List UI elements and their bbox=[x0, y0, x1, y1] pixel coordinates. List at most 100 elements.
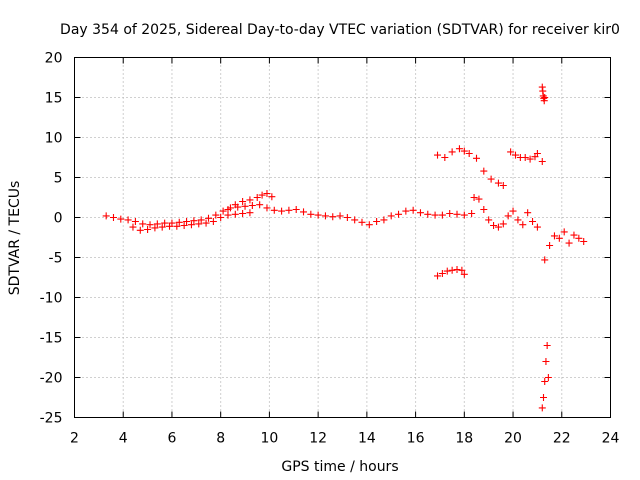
data-point bbox=[465, 150, 473, 157]
data-point bbox=[533, 223, 541, 231]
data-point bbox=[358, 218, 366, 226]
data-point bbox=[542, 358, 550, 365]
data-point bbox=[555, 234, 563, 242]
data-point bbox=[136, 226, 144, 234]
x-tick-label: 6 bbox=[167, 431, 176, 447]
data-point bbox=[538, 404, 546, 412]
data-point bbox=[546, 242, 554, 249]
y-tick-label: -10 bbox=[40, 291, 63, 307]
data-point bbox=[480, 206, 488, 213]
data-point bbox=[560, 228, 568, 236]
data-point bbox=[263, 204, 271, 212]
data-point bbox=[524, 209, 532, 217]
data-point bbox=[521, 154, 529, 161]
chart-title: Day 354 of 2025, Sidereal Day-to-day VTE… bbox=[60, 22, 620, 38]
data-point bbox=[285, 206, 293, 214]
data-point bbox=[441, 154, 449, 161]
data-point bbox=[180, 222, 188, 229]
y-tick-label: -5 bbox=[49, 251, 63, 267]
data-point bbox=[538, 158, 546, 165]
data-point bbox=[158, 223, 166, 231]
y-tick-label: 5 bbox=[54, 171, 63, 187]
data-point bbox=[443, 267, 451, 275]
y-tick-label: 20 bbox=[45, 51, 63, 67]
series-spike-up bbox=[538, 83, 549, 105]
data-point bbox=[256, 201, 264, 209]
series-lower-band bbox=[129, 209, 254, 234]
data-point bbox=[219, 207, 227, 215]
x-tick-label: 10 bbox=[260, 431, 278, 447]
data-point bbox=[468, 210, 476, 217]
x-tick-labels: 2 4 6 8 10 12 14 16 18 20 22 24 bbox=[70, 431, 619, 447]
data-point bbox=[529, 218, 537, 225]
data-point bbox=[446, 210, 454, 217]
x-tick-label: 4 bbox=[119, 431, 128, 447]
data-point bbox=[187, 221, 195, 229]
data-point bbox=[268, 193, 276, 201]
data-point bbox=[151, 224, 159, 232]
data-point bbox=[511, 151, 519, 159]
data-point bbox=[448, 148, 456, 156]
data-point bbox=[173, 222, 181, 230]
data-point bbox=[533, 150, 541, 157]
data-point bbox=[183, 218, 191, 225]
data-point bbox=[460, 211, 468, 219]
data-point bbox=[292, 206, 300, 213]
data-point bbox=[102, 212, 110, 220]
data-point bbox=[217, 214, 225, 221]
data-point bbox=[507, 148, 515, 156]
data-point bbox=[509, 207, 517, 215]
data-points bbox=[102, 83, 588, 412]
data-point bbox=[365, 221, 373, 229]
data-point bbox=[565, 239, 573, 247]
data-point bbox=[526, 155, 534, 163]
data-point bbox=[144, 226, 152, 233]
y-tick-labels: 20 15 10 5 0 -5 -10 -15 -20 -25 bbox=[40, 51, 63, 427]
series-tail-21-23h bbox=[541, 228, 588, 264]
data-point bbox=[109, 214, 117, 221]
data-point bbox=[202, 219, 210, 227]
grid bbox=[74, 57, 611, 418]
data-point bbox=[431, 211, 439, 219]
data-point bbox=[494, 179, 502, 187]
data-point bbox=[438, 211, 446, 219]
data-point bbox=[248, 202, 256, 209]
x-tick-label: 20 bbox=[504, 431, 522, 447]
data-point bbox=[434, 151, 442, 159]
x-axis-label: GPS time / hours bbox=[281, 459, 398, 475]
data-point bbox=[231, 210, 239, 218]
data-point bbox=[246, 196, 254, 204]
data-point bbox=[438, 270, 446, 277]
data-point bbox=[336, 212, 344, 220]
data-point bbox=[246, 209, 254, 217]
y-tick-label: -25 bbox=[40, 411, 63, 427]
data-point bbox=[231, 201, 239, 209]
data-point bbox=[153, 220, 161, 228]
data-point bbox=[307, 210, 315, 218]
data-point bbox=[402, 207, 410, 215]
data-point bbox=[485, 216, 493, 224]
y-tick-label: 10 bbox=[45, 131, 63, 147]
x-tick-label: 8 bbox=[216, 431, 225, 447]
data-point bbox=[300, 208, 308, 216]
axis-ticks bbox=[74, 57, 611, 418]
y-tick-label: -20 bbox=[40, 371, 63, 387]
data-point bbox=[343, 214, 351, 221]
x-tick-label: 2 bbox=[70, 431, 79, 447]
data-point bbox=[329, 213, 337, 221]
data-point bbox=[490, 222, 498, 229]
data-point bbox=[453, 210, 461, 218]
series-upper-band bbox=[224, 190, 276, 213]
data-point bbox=[550, 232, 558, 240]
data-point bbox=[543, 342, 551, 349]
data-point bbox=[494, 223, 502, 231]
data-point bbox=[239, 198, 247, 205]
plot-frame bbox=[74, 57, 611, 418]
data-point bbox=[519, 221, 527, 229]
data-point bbox=[504, 212, 512, 220]
data-point bbox=[161, 219, 169, 227]
data-point bbox=[387, 212, 395, 220]
data-point bbox=[544, 374, 552, 381]
data-point bbox=[460, 147, 468, 155]
data-point bbox=[351, 216, 359, 224]
